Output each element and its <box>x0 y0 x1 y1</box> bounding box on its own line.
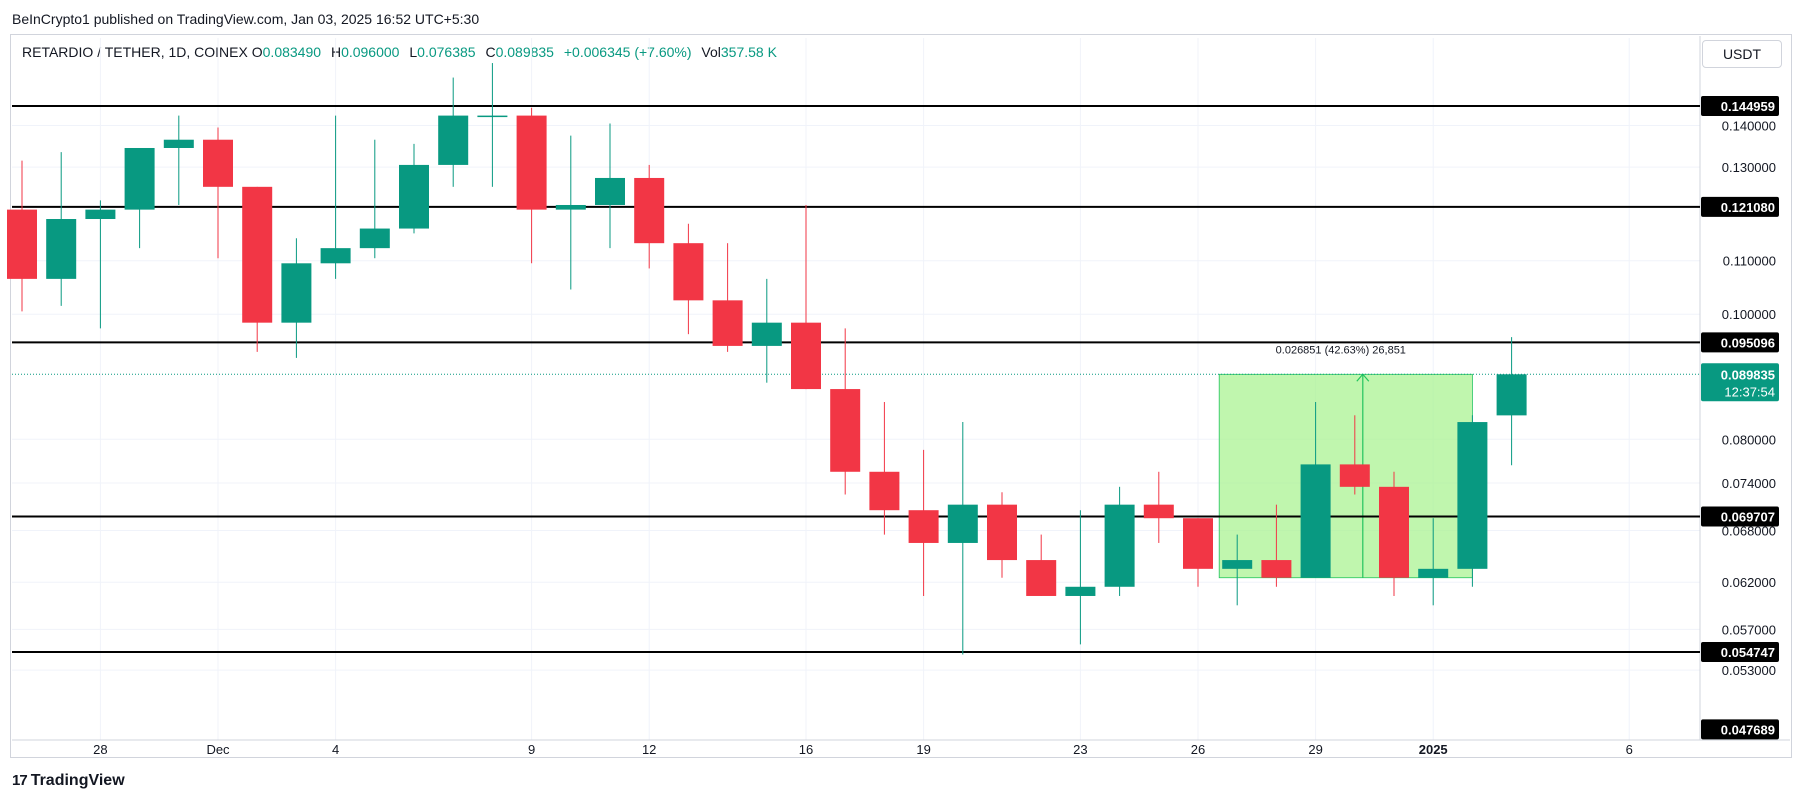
candle-body <box>1457 422 1488 569</box>
candle-body <box>46 219 77 279</box>
tradingview-mark-icon: 17 <box>12 772 28 789</box>
price-tick-label: 0.057000 <box>1722 622 1776 637</box>
level-price-label: 0.144959 <box>1721 99 1775 114</box>
time-tick-label: 29 <box>1308 742 1322 757</box>
candle-body <box>1065 586 1096 596</box>
level-price-label: 0.095096 <box>1721 335 1775 350</box>
candle-body <box>830 389 861 472</box>
low-label: L <box>409 44 418 60</box>
candle-body <box>7 209 37 279</box>
candle-body <box>1261 560 1292 578</box>
candle-body <box>242 186 273 323</box>
level-price-label-bg <box>1701 96 1779 116</box>
level-price-label-bg <box>1701 506 1779 527</box>
candle-body <box>869 471 900 511</box>
candle-body <box>1143 504 1174 519</box>
bottom-price-label: 0.047689 <box>1721 722 1775 737</box>
tradingview-logo-text: TradingView <box>30 772 125 789</box>
volume-value: 357.58 K <box>720 44 777 60</box>
chart-frame <box>10 34 1792 758</box>
low-value: 0.076385 <box>417 44 476 60</box>
price-tick-label: 0.080000 <box>1722 432 1776 447</box>
time-tick-label: 6 <box>1626 742 1633 757</box>
time-tick-label: 28 <box>93 742 107 757</box>
candle-body <box>281 263 312 323</box>
price-tick-label: 0.140000 <box>1722 119 1776 134</box>
level-price-label: 0.054747 <box>1721 645 1775 660</box>
candle-body <box>712 300 743 346</box>
current-price-label: 0.089835 <box>1721 367 1775 382</box>
price-tick-label: 0.100000 <box>1722 307 1776 322</box>
time-tick-label: 16 <box>799 742 813 757</box>
currency-selector-button[interactable]: USDT <box>1702 40 1782 68</box>
publisher-credit: BeInCrypto1 published on TradingView.com… <box>12 11 480 27</box>
volume-label: Vol <box>701 44 721 60</box>
candle-body <box>987 504 1017 561</box>
measure-label: 0.026851 (42.63%) 26,851 <box>1276 344 1406 356</box>
candle-body <box>1026 560 1057 596</box>
time-tick-label: 26 <box>1191 742 1205 757</box>
candle-body <box>124 147 155 210</box>
candle-body <box>595 177 625 205</box>
level-price-label-bg <box>1701 332 1779 353</box>
time-tick-label: 2025 <box>1419 742 1448 757</box>
candle-body <box>791 322 821 390</box>
price-tick-label: 0.068000 <box>1722 523 1776 538</box>
candle-body <box>1496 374 1527 416</box>
candle-body <box>908 510 939 543</box>
tradingview-logo[interactable]: 17 TradingView <box>12 772 125 790</box>
candle-body <box>359 228 390 249</box>
price-tick-label: 0.074000 <box>1722 476 1776 491</box>
time-tick-label: 19 <box>916 742 930 757</box>
open-value: 0.083490 <box>262 44 322 60</box>
price-tick-label: 0.062000 <box>1722 575 1776 590</box>
price-tick-label: 0.110000 <box>1723 254 1776 269</box>
candle-body <box>438 115 469 165</box>
price-tick-label: 0.053000 <box>1722 663 1776 678</box>
level-price-label-bg <box>1701 642 1779 662</box>
change-value: +0.006345 (+7.60%) <box>563 44 692 60</box>
candle-body <box>203 139 233 187</box>
time-tick-label: 23 <box>1073 742 1087 757</box>
candle-body <box>1300 464 1331 578</box>
candle-body <box>1104 504 1135 587</box>
open-label: O <box>251 44 263 60</box>
candle-body <box>947 504 978 543</box>
candle-body <box>399 164 429 229</box>
high-value: 0.096000 <box>341 44 400 60</box>
candle-body <box>555 204 586 210</box>
candle-body <box>477 115 508 118</box>
candle-body <box>634 177 665 244</box>
candle-body <box>320 248 351 264</box>
time-tick-label: 4 <box>332 742 339 757</box>
time-tick-label: 12 <box>642 742 656 757</box>
price-tick-label: 0.130000 <box>1722 160 1776 175</box>
symbol-name[interactable]: RETARDIO / TETHER, 1D, COINEX <box>22 44 248 60</box>
symbol-legend: RETARDIO / TETHER, 1D, COINEX O0.083490 … <box>22 44 783 60</box>
candle-body <box>1339 464 1370 487</box>
bottom-price-label-bg <box>1701 719 1779 740</box>
candle-body <box>1379 486 1409 578</box>
level-price-label: 0.121080 <box>1721 200 1775 215</box>
close-value: 0.089835 <box>495 44 554 60</box>
current-price-tag-bg <box>1701 363 1779 402</box>
level-price-label-bg <box>1701 196 1779 217</box>
candle-body <box>163 139 194 148</box>
candle-body <box>1183 518 1213 569</box>
candle-body <box>1222 560 1253 569</box>
candle-body <box>85 209 116 220</box>
time-tick-label: Dec <box>206 742 230 757</box>
candle-body <box>673 243 704 301</box>
close-label: C <box>485 44 496 60</box>
candle-body <box>1418 568 1449 578</box>
level-price-label: 0.069707 <box>1721 510 1775 525</box>
time-tick-label: 9 <box>528 742 535 757</box>
candle-body <box>751 322 782 346</box>
bar-countdown-label: 12:37:54 <box>1724 384 1775 399</box>
candle-body <box>516 115 547 210</box>
